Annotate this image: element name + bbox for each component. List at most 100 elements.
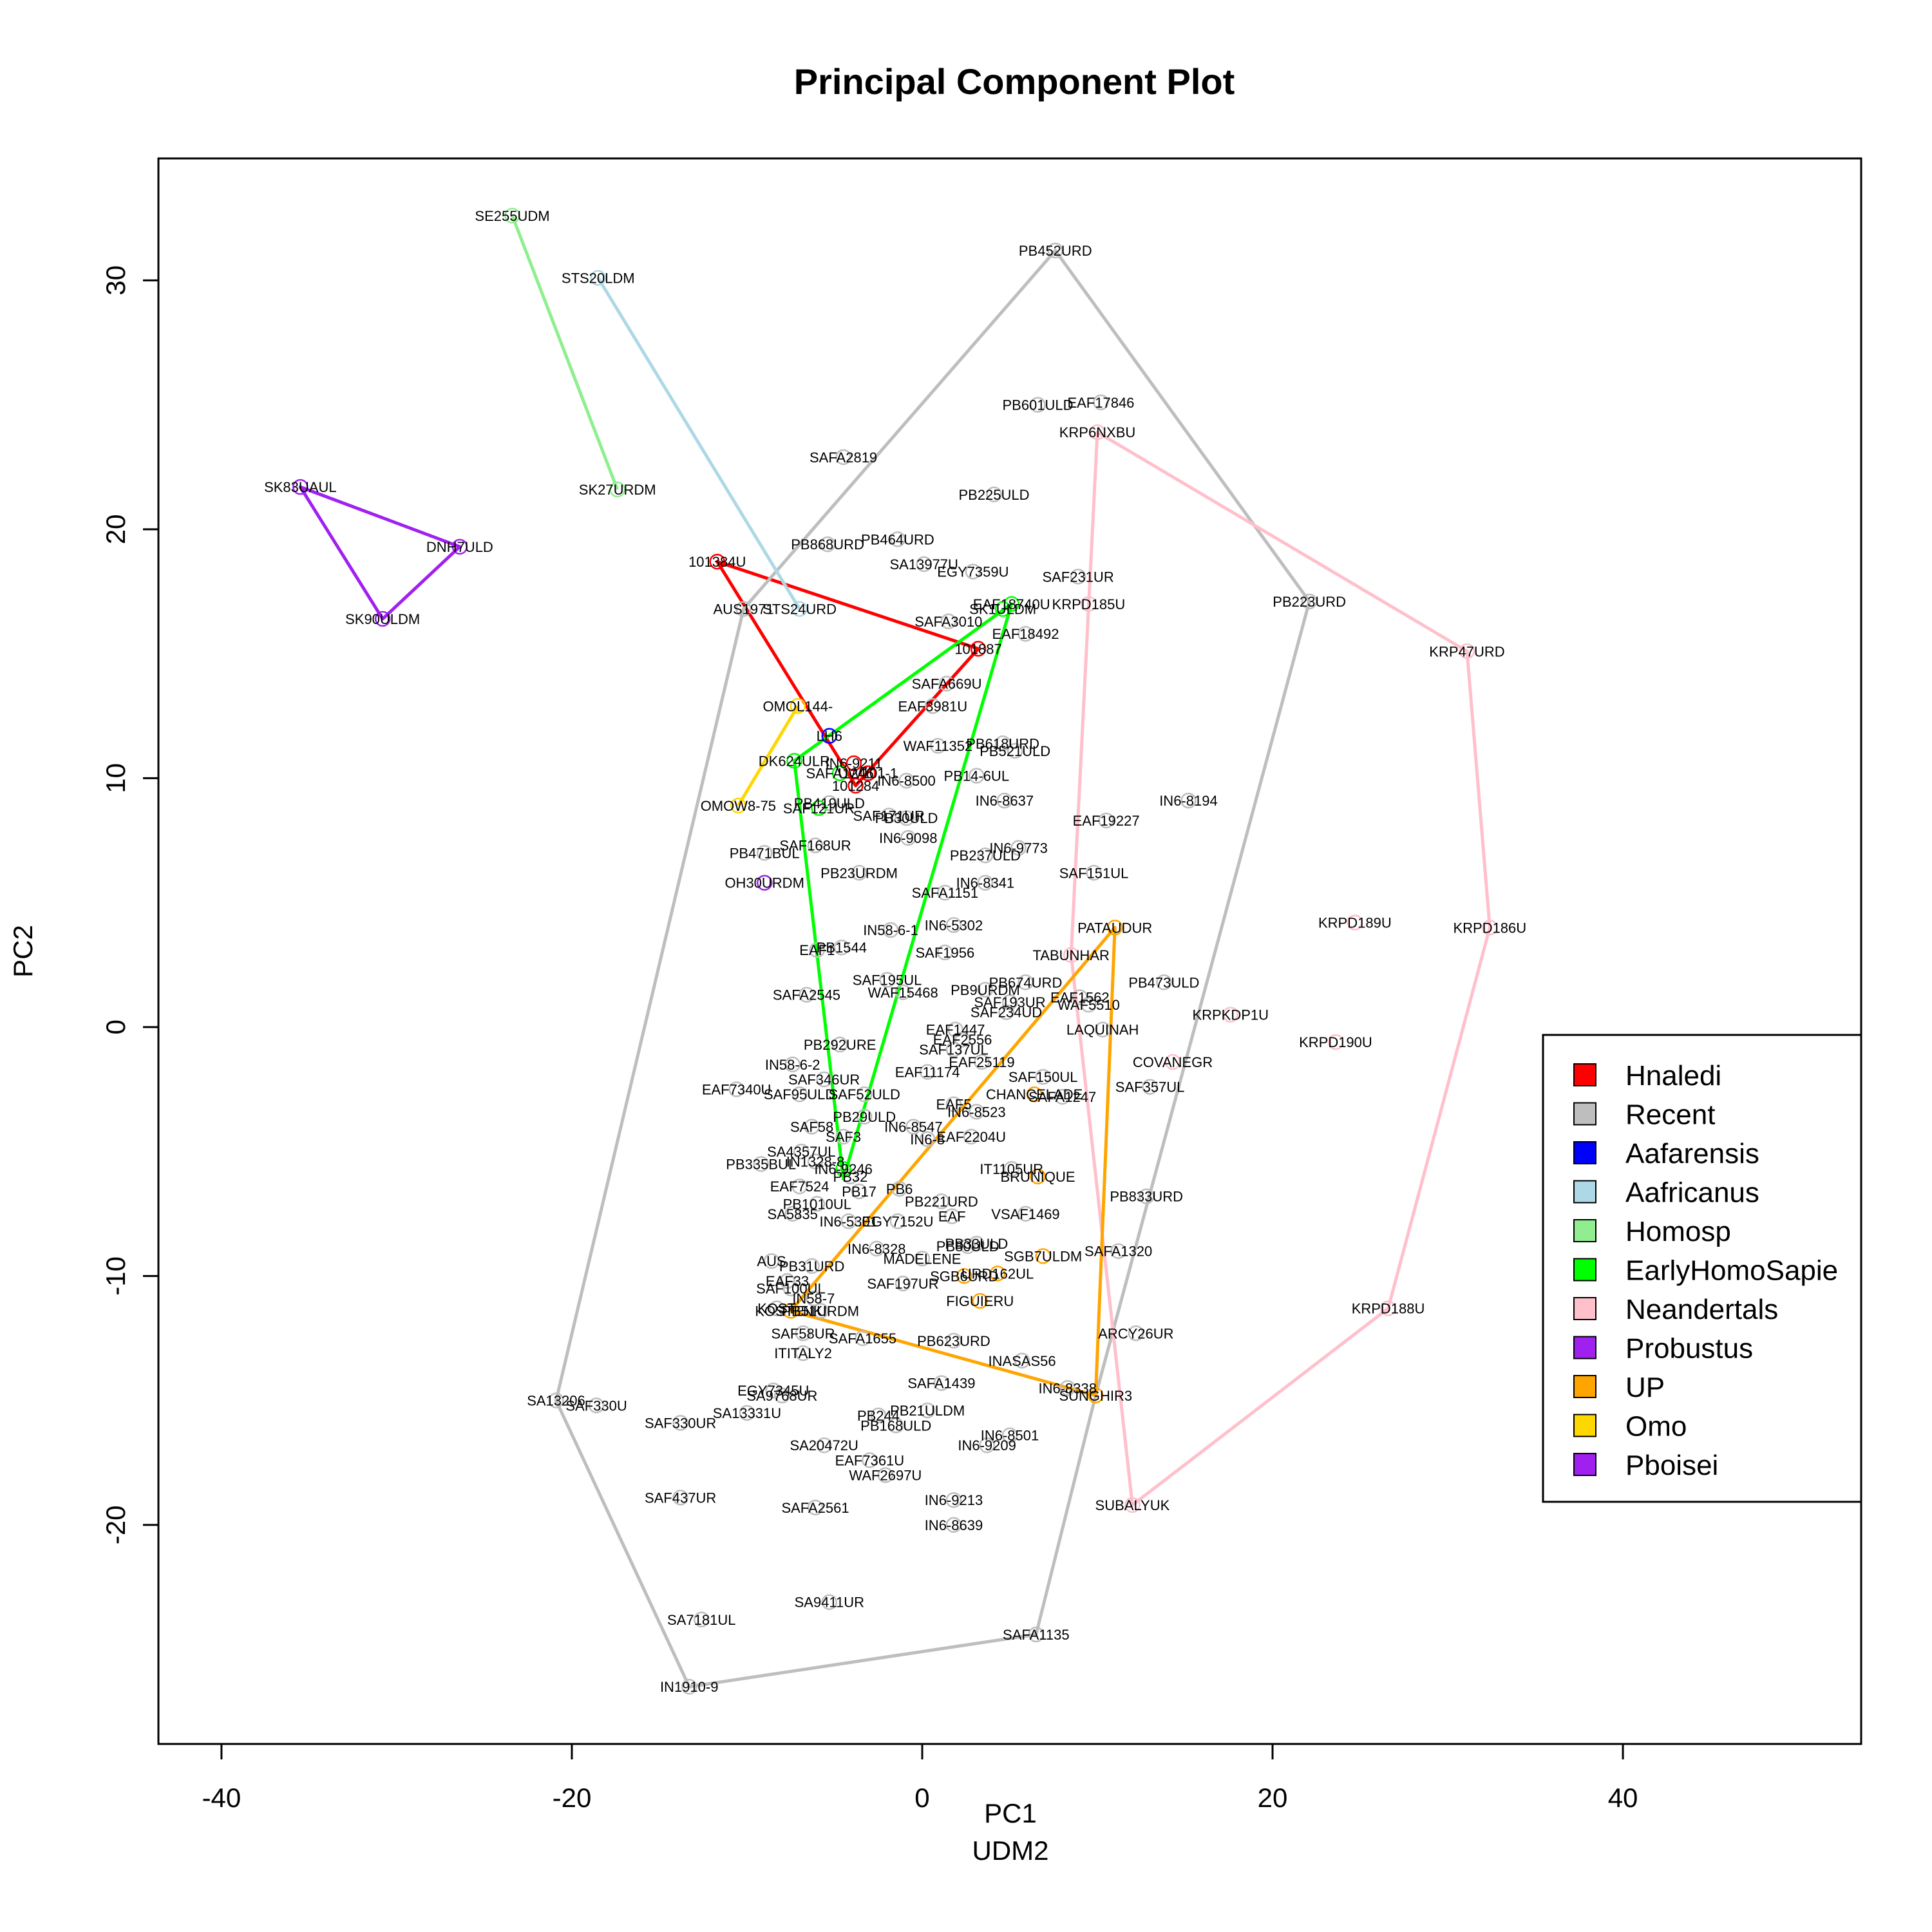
point-safa1247: [1054, 1088, 1070, 1105]
point-sts24urd: [791, 601, 808, 617]
point-in6-8547: [905, 1119, 922, 1135]
point-krpd186u: [1482, 920, 1498, 936]
point-label: KRPD190U: [1299, 1034, 1372, 1050]
point-label: SAF58: [790, 1119, 833, 1135]
point-pb9urdm: [977, 981, 994, 998]
point-in6-9213: [945, 1492, 962, 1508]
point-saf150ul: [1035, 1068, 1051, 1085]
point-in6-9209: [979, 1437, 995, 1454]
legend-swatch-earlyhomosapie: [1573, 1258, 1596, 1282]
point-sa13977u: [916, 556, 932, 573]
x-axis-label: PC1: [984, 1798, 1037, 1828]
point-in6-8194: [1180, 792, 1197, 809]
point-label: SAFA3010: [914, 614, 982, 630]
point-krpd190u: [1327, 1034, 1344, 1050]
point-pb51urdm: [812, 1303, 829, 1319]
point-label: SAF357UL: [1115, 1079, 1185, 1095]
point-label: SUBALYUK: [1095, 1497, 1170, 1513]
point-label: AUS1971: [713, 601, 773, 618]
point-label: IN58-6-2: [765, 1057, 820, 1073]
point-in58-6-1: [882, 922, 899, 938]
point-label: EAF2556: [933, 1032, 992, 1048]
point-in6-8501: [1001, 1427, 1018, 1443]
point-label: IN6-8328: [848, 1241, 906, 1257]
point-label: IN6-8341: [956, 875, 1015, 891]
point-in6-9246: [835, 1160, 851, 1177]
legend-swatch-aafricanus: [1573, 1180, 1596, 1204]
point-madelene: [914, 1251, 931, 1267]
point-label: VSAF1469: [991, 1206, 1059, 1222]
point-eaf2556: [954, 1031, 971, 1048]
point-sk1uldm: [994, 601, 1011, 617]
point-arcy26ur: [1128, 1325, 1144, 1341]
point-label: PB521ULD: [980, 743, 1050, 759]
point-label: SAFA1247: [1028, 1089, 1096, 1105]
point-label: PB80ULD: [936, 1238, 999, 1255]
point-pb623urd: [945, 1332, 962, 1349]
point-sa9768ur: [774, 1387, 790, 1404]
point-label: EAF33: [766, 1273, 809, 1289]
point-label: STS24URD: [762, 601, 837, 618]
point-sts20ldm: [590, 270, 607, 286]
point-label: SAFA1246: [806, 766, 874, 782]
point-label: IN6-8639: [925, 1517, 983, 1533]
point-label: EAF1447: [926, 1022, 985, 1038]
point-eaf18492: [1018, 625, 1034, 642]
point-pb618urd: [994, 735, 1011, 752]
y-axis-label: PC2: [8, 925, 38, 978]
hull-probustus: [298, 485, 462, 621]
point-saf193ur: [1001, 994, 1018, 1010]
point-saf121ur: [811, 800, 827, 817]
point-eaf11174: [919, 1064, 936, 1080]
legend-label-homosp: Homosp: [1625, 1216, 1731, 1247]
point-label: SA7181UL: [667, 1612, 735, 1628]
point-label: 101384U: [688, 554, 746, 570]
point-label: IN6-8523: [947, 1104, 1006, 1120]
point-pb471bul: [756, 845, 773, 861]
point-in6-5301: [840, 1213, 857, 1229]
point-waf5510: [1081, 996, 1097, 1013]
point-chancelade: [1026, 1086, 1043, 1103]
point-101887: [970, 641, 987, 657]
point-label: SE255UDM: [475, 208, 549, 224]
point-pb223urd: [1301, 593, 1318, 610]
point-brunique: [1030, 1168, 1046, 1185]
point-label: 101284: [832, 778, 879, 794]
point-label: WAF11352: [904, 738, 973, 754]
point-label: SAFA1439: [907, 1376, 975, 1392]
point-label: EAF: [938, 1209, 966, 1225]
point-label: PB51URDM: [782, 1303, 859, 1319]
point-label: PATAUDUR: [1077, 920, 1152, 936]
point-egy7359u: [965, 564, 981, 580]
point-pb452urd: [1047, 242, 1063, 259]
point-label: PB29ULD: [833, 1109, 896, 1125]
point-label: SAF330U: [565, 1397, 627, 1414]
point-subalyuk: [1124, 1497, 1141, 1513]
point-safa1151: [937, 884, 953, 901]
x-axis-sublabel: UDM2: [972, 1835, 1048, 1866]
point-label: PB23URDM: [820, 865, 898, 881]
point-pb244: [870, 1407, 887, 1424]
point-label: PB33ULD: [945, 1236, 1008, 1252]
point-label: EAF7340U: [702, 1082, 772, 1098]
point-label: PB292URE: [804, 1037, 876, 1053]
point-label: SAF137UL: [919, 1042, 989, 1058]
point-eaf3981u: [925, 698, 941, 714]
point-label: INASAS56: [988, 1353, 1056, 1369]
point-saf95uld: [791, 1086, 808, 1103]
point-saf357ul: [1142, 1079, 1158, 1095]
point-label: COVANEGR: [1133, 1054, 1213, 1070]
legend-swatch-homosp: [1573, 1219, 1596, 1242]
point-tabunhar: [1063, 947, 1079, 963]
point-label: KRPKDP1U: [1192, 1007, 1269, 1023]
legend-swatch-pboisei: [1573, 1453, 1596, 1476]
point-dk624ulr: [786, 753, 802, 769]
point-label: PB868URD: [791, 536, 864, 553]
point-safa2561: [807, 1499, 824, 1516]
point-label: PB168ULD: [860, 1417, 931, 1434]
point-in6-8338: [1059, 1380, 1076, 1396]
point-safa1320: [1110, 1243, 1126, 1259]
point-sa9411ur: [821, 1594, 838, 1610]
point-label: PB473ULD: [1128, 974, 1199, 990]
